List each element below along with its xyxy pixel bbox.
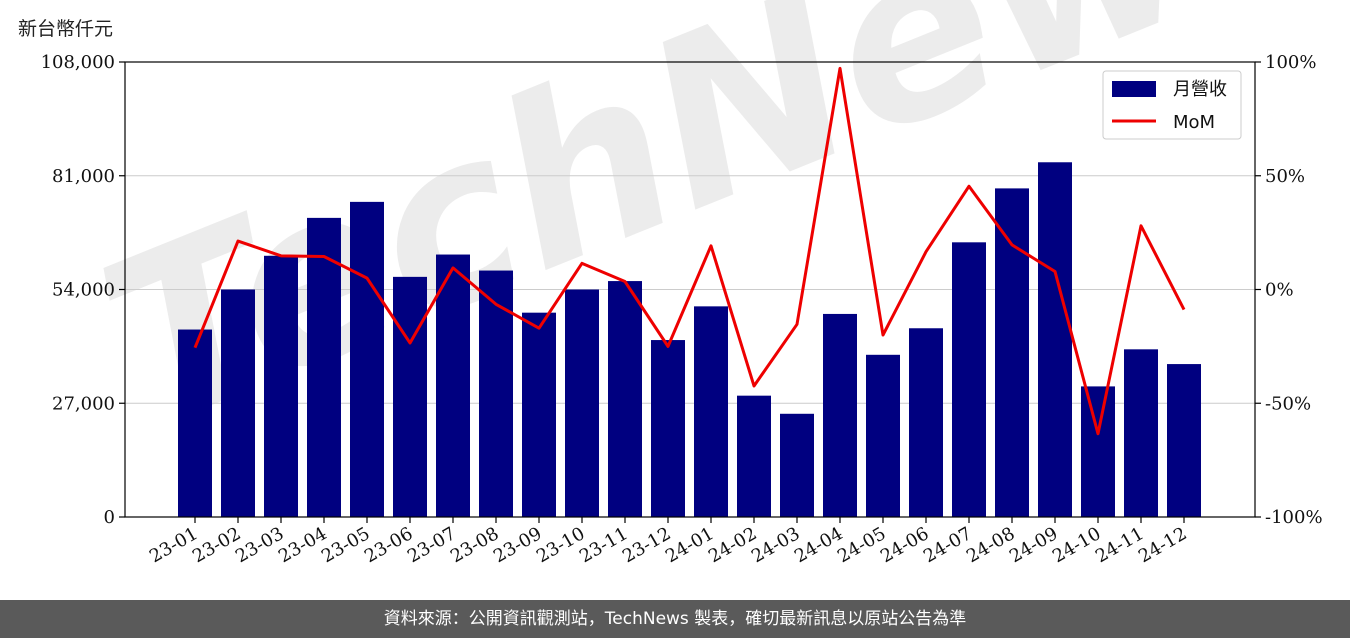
x-tick-label: 23-01 xyxy=(146,523,201,567)
legend-label-revenue: 月營收 xyxy=(1173,79,1227,100)
revenue-bar xyxy=(479,270,513,517)
x-tick-label: 24-02 xyxy=(705,523,760,567)
x-tick-label: 23-06 xyxy=(361,523,416,567)
x-tick-label: 24-10 xyxy=(1049,523,1104,567)
x-tick-label: 24-04 xyxy=(791,523,846,567)
revenue-bar xyxy=(1038,162,1072,517)
revenue-bar xyxy=(436,254,470,517)
x-tick-label: 23-08 xyxy=(447,523,502,567)
revenue-bar xyxy=(651,340,685,517)
y-tick-label: 54,000 xyxy=(52,280,115,301)
y-axis-label: 新台幣仟元 xyxy=(18,18,114,40)
revenue-bar xyxy=(780,413,814,517)
mom-line xyxy=(193,66,1186,436)
revenue-bar xyxy=(565,289,599,517)
x-tick-label: 23-07 xyxy=(404,523,459,567)
revenue-bar xyxy=(866,354,900,517)
revenue-bar xyxy=(608,281,642,517)
legend: 月營收 MoM xyxy=(1102,70,1242,140)
revenue-bar xyxy=(221,289,255,517)
revenue-bar xyxy=(264,255,298,517)
x-tick-label: 24-03 xyxy=(748,523,803,567)
revenue-bar xyxy=(1124,349,1158,517)
y2-tick-label: 50% xyxy=(1265,166,1305,187)
x-tick-label: 24-07 xyxy=(920,523,975,567)
y-tick-label: 0 xyxy=(104,507,115,528)
source-footer: 資料來源：公開資訊觀測站，TechNews 製表，確切最新訊息以原站公告為準 xyxy=(0,600,1350,638)
revenue-bar xyxy=(909,328,943,517)
x-tick-label: 24-06 xyxy=(877,523,932,567)
y2-tick-label: 100% xyxy=(1265,52,1316,73)
bars xyxy=(178,162,1201,518)
y2-tick-label: -100% xyxy=(1265,507,1323,528)
revenue-bar xyxy=(995,188,1029,517)
x-tick-label: 24-12 xyxy=(1135,523,1190,567)
x-tick-label: 24-09 xyxy=(1006,523,1061,567)
x-tick-label: 24-11 xyxy=(1092,523,1147,567)
revenue-bar xyxy=(823,313,857,517)
y-tick-label: 108,000 xyxy=(41,52,115,73)
y-tick-label: 81,000 xyxy=(52,166,115,187)
revenue-bar xyxy=(694,306,728,517)
x-tick-label: 23-03 xyxy=(232,523,287,567)
x-tick-label: 23-05 xyxy=(318,523,373,567)
x-tick-label: 24-01 xyxy=(662,523,717,567)
revenue-bar xyxy=(393,276,427,517)
revenue-bar xyxy=(178,329,212,517)
revenue-bar xyxy=(1081,386,1115,517)
revenue-bar xyxy=(952,242,986,517)
x-tick-label: 24-05 xyxy=(834,523,889,567)
x-tick-label: 24-08 xyxy=(963,523,1018,567)
x-tick-label: 23-02 xyxy=(189,523,244,567)
legend-swatch-revenue xyxy=(1112,81,1156,97)
x-tick-label: 23-04 xyxy=(275,523,330,567)
x-tick-label: 23-11 xyxy=(576,523,631,567)
revenue-bar xyxy=(522,312,556,517)
legend-label-mom: MoM xyxy=(1173,112,1215,133)
revenue-bar xyxy=(350,201,384,518)
x-tick-label: 23-12 xyxy=(619,523,674,567)
revenue-bar xyxy=(307,217,341,517)
x-tick-label: 23-10 xyxy=(533,523,588,567)
revenue-bar xyxy=(737,395,771,517)
chart: TechNews 027,00054,00081,000108,000-100%… xyxy=(41,0,1350,567)
mom-line-layer xyxy=(193,66,1186,436)
y2-tick-label: -50% xyxy=(1265,393,1311,414)
y-tick-label: 27,000 xyxy=(52,393,115,414)
y2-tick-label: 0% xyxy=(1265,280,1294,301)
revenue-bar xyxy=(1167,364,1201,517)
x-tick-label: 23-09 xyxy=(490,523,545,567)
